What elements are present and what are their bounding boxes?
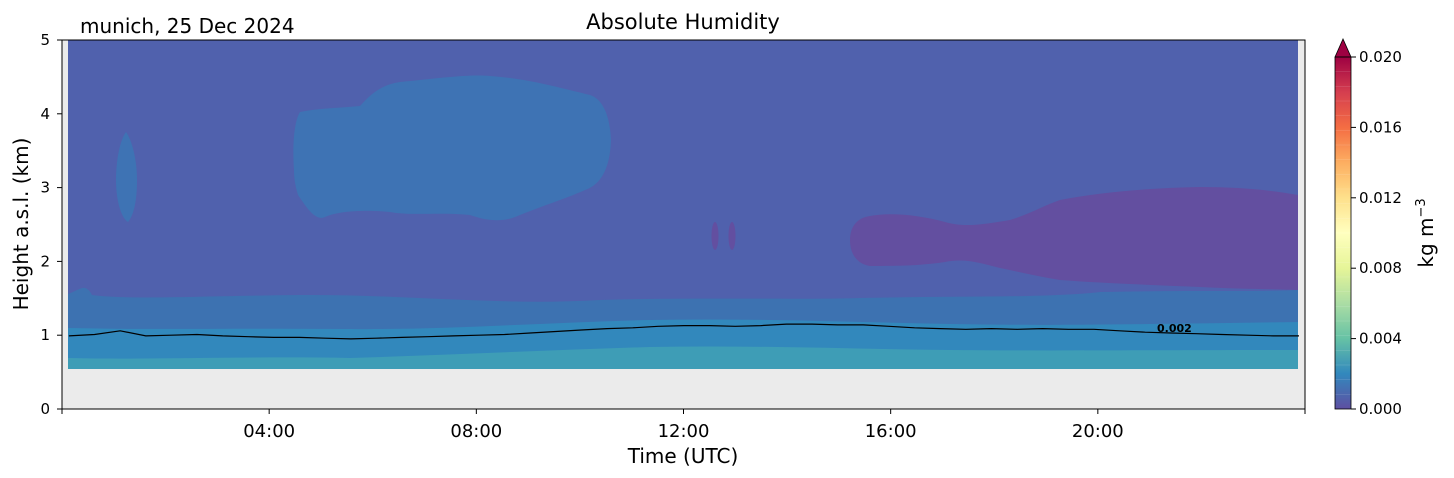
colorbar-tick-label: 0.016: [1359, 118, 1402, 136]
x-tick-label: 16:00: [865, 421, 917, 442]
contour-label: 0.002: [1157, 322, 1192, 335]
colorbar-ticks: 0.000 0.004 0.008 0.012 0.016 0.020: [1351, 48, 1402, 418]
chart-title: Absolute Humidity: [586, 10, 780, 34]
x-axis-label: Time (UTC): [627, 444, 739, 468]
colorbar-tick-label: 0.004: [1359, 330, 1402, 348]
colorbar-label: kg m−3: [1414, 198, 1438, 267]
x-tick-label: 20:00: [1072, 421, 1124, 442]
colorbar-frame: [1334, 56, 1352, 410]
chart-subtitle: munich, 25 Dec 2024: [80, 14, 295, 38]
colorbar: 0.000 0.004 0.008 0.012 0.016 0.020 kg m−3: [1334, 38, 1438, 418]
lowest-layer-region: [68, 346, 1298, 369]
colorbar-tick-label: 0.008: [1359, 259, 1402, 277]
dry-layer-speckle: [711, 222, 719, 250]
colorbar-tick-label: 0.020: [1359, 48, 1402, 66]
plot-area: 0.002: [61, 39, 1306, 410]
colorbar-bands: [1335, 71, 1351, 395]
colorbar-gradient: [1335, 57, 1351, 409]
colorbar-tick-label: 0.012: [1359, 189, 1402, 207]
y-axis-label: Height a.s.l. (km): [9, 138, 33, 311]
x-axis: 04:00 08:00 12:00 16:00 20:00: [61, 409, 1306, 442]
x-tick-label: 12:00: [658, 421, 710, 442]
y-tick-label: 5: [40, 31, 50, 49]
colorbar-extend-arrow: [1334, 38, 1352, 58]
colorbar-label-unit: kg m: [1414, 218, 1438, 268]
dry-layer-speckle: [728, 222, 736, 250]
humidity-field: 0.002: [68, 40, 1299, 369]
y-tick-label: 3: [40, 179, 50, 197]
y-tick-label: 0: [40, 400, 50, 418]
y-tick-label: 4: [40, 105, 50, 123]
y-tick-label: 2: [40, 252, 50, 270]
colorbar-label-exponent: −3: [1414, 198, 1429, 217]
y-tick-label: 1: [40, 326, 50, 344]
colorbar-tick-label: 0.000: [1359, 400, 1402, 418]
dry-layer-region: [850, 187, 1298, 290]
x-tick-label: 08:00: [450, 421, 502, 442]
moist-layer-aloft-region: [293, 75, 611, 221]
small-moist-patch-region: [116, 132, 137, 222]
y-axis: 0 1 2 3 4 5: [40, 31, 62, 418]
x-tick-label: 04:00: [243, 421, 295, 442]
contour-line-0.002: [68, 323, 1299, 340]
